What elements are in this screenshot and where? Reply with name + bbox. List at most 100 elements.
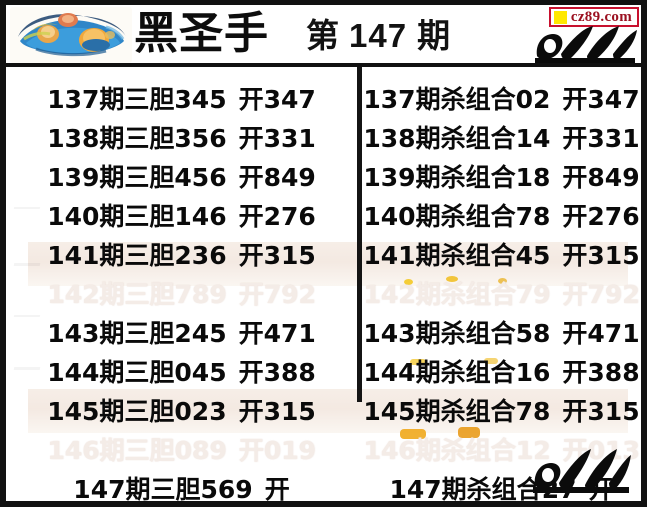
row-type-label: 杀组合: [466, 475, 542, 501]
row-issue: 144期: [47, 358, 125, 387]
prediction-row: 137期三胆345 开347: [6, 81, 357, 119]
row-open-numbers: 276: [263, 202, 316, 231]
row-open-numbers: 471: [587, 319, 640, 348]
row-pick-numbers: 12: [515, 436, 551, 465]
row-pick-numbers: 45: [515, 241, 551, 270]
row-issue: 137期: [47, 85, 125, 114]
prediction-row: 141期三胆236 开315: [6, 237, 357, 275]
prediction-row: 137期杀组合02 开347: [362, 81, 641, 119]
row-pick-numbers: 789: [174, 280, 227, 309]
watermark-badge: cz89.com: [548, 7, 639, 27]
row-issue: 139期: [47, 163, 125, 192]
frame-border-top: [0, 0, 647, 5]
row-open-label: 开: [562, 436, 588, 465]
prediction-row: 143期三胆245 开471: [6, 315, 357, 353]
row-open-numbers: 849: [587, 163, 640, 192]
row-type-label: 杀组合: [440, 397, 516, 426]
row-type-label: 杀组合: [440, 319, 516, 348]
row-pick-numbers: 569: [200, 475, 253, 501]
row-issue: 141期: [47, 241, 125, 270]
poster-header: 黑圣手 第 147 期 cz89.com: [6, 5, 641, 63]
row-pick-numbers: 16: [515, 358, 551, 387]
issue-number: 147: [349, 17, 408, 54]
prediction-row: 146期三胆089 开019: [6, 432, 357, 470]
row-open-label: 开: [238, 397, 264, 426]
row-pick-numbers: 089: [174, 436, 227, 465]
row-open-numbers: 315: [263, 241, 316, 270]
row-pick-numbers: 356: [174, 124, 227, 153]
row-issue: 137期: [363, 85, 441, 114]
row-issue: 138期: [47, 124, 125, 153]
row-type-label: 三胆: [124, 241, 175, 270]
row-open-label: 开: [238, 280, 264, 309]
row-issue: 140期: [47, 202, 125, 231]
row-pick-numbers: 27: [541, 475, 577, 501]
row-issue: 145期: [47, 397, 125, 426]
row-open-numbers: 471: [263, 319, 316, 348]
row-type-label: 三胆: [124, 124, 175, 153]
row-type-label: 杀组合: [440, 280, 516, 309]
row-issue: 144期: [363, 358, 441, 387]
row-type-label: 三胆: [124, 163, 175, 192]
row-open-label: 开: [562, 163, 588, 192]
row-type-label: 三胆: [124, 397, 175, 426]
row-open-label: 开: [562, 241, 588, 270]
row-open-label: 开: [238, 124, 264, 153]
row-type-label: 杀组合: [440, 241, 516, 270]
row-type-label: 杀组合: [440, 436, 516, 465]
frame-border-left: [0, 0, 6, 507]
row-open-label: 开: [238, 436, 264, 465]
row-open-numbers: 315: [263, 397, 316, 426]
prediction-row: 138期三胆356 开331: [6, 120, 357, 158]
row-pick-numbers: 045: [174, 358, 227, 387]
prediction-row: 147期三胆569 开: [6, 471, 357, 501]
frame-border-right: [641, 0, 647, 507]
row-open-numbers: 347: [263, 85, 316, 114]
row-pick-numbers: 236: [174, 241, 227, 270]
row-open-label: 开: [562, 358, 588, 387]
row-type-label: 三胆: [150, 475, 201, 501]
row-pick-numbers: 78: [515, 397, 551, 426]
frame-border-bottom: [0, 501, 647, 507]
row-open-numbers: 315: [587, 241, 640, 270]
row-open-numbers: 013: [587, 436, 640, 465]
prediction-row: 145期杀组合78 开315: [362, 393, 641, 431]
row-open-label: 开: [588, 475, 614, 501]
watermark-text: cz89.com: [570, 8, 632, 25]
prediction-row: 139期杀组合18 开849: [362, 159, 641, 197]
row-issue: 140期: [363, 202, 441, 231]
row-issue: 145期: [363, 397, 441, 426]
row-open-label: 开: [562, 124, 588, 153]
row-open-numbers: 315: [587, 397, 640, 426]
row-open-label: 开: [238, 241, 264, 270]
row-pick-numbers: 02: [515, 85, 551, 114]
prediction-row: 141期杀组合45 开315: [362, 237, 641, 275]
row-pick-numbers: 146: [174, 202, 227, 231]
row-open-label: 开: [562, 202, 588, 231]
row-issue: 141期: [363, 241, 441, 270]
issue-suffix: 期: [417, 16, 451, 55]
row-type-label: 三胆: [124, 280, 175, 309]
row-issue: 142期: [363, 280, 441, 309]
prediction-row: 140期三胆146 开276: [6, 198, 357, 236]
column-kill-combo: 137期杀组合02 开347 138期杀组合14 开331 139期杀组合18 开849 1…: [362, 67, 641, 501]
row-issue: 146期: [47, 436, 125, 465]
row-issue: 138期: [363, 124, 441, 153]
row-type-label: 杀组合: [440, 202, 516, 231]
row-open-label: 开: [562, 85, 588, 114]
row-open-label: 开: [264, 475, 290, 501]
prediction-row: 146期杀组合12 开013: [362, 432, 641, 470]
header-divider-rule: [6, 63, 641, 67]
column-divider: [357, 67, 362, 402]
row-pick-numbers: 456: [174, 163, 227, 192]
row-open-label: 开: [562, 280, 588, 309]
row-open-label: 开: [238, 202, 264, 231]
row-open-numbers: 792: [263, 280, 316, 309]
row-issue: 146期: [363, 436, 441, 465]
row-open-numbers: 347: [587, 85, 640, 114]
row-issue: 147期: [389, 475, 467, 501]
row-pick-numbers: 58: [515, 319, 551, 348]
row-type-label: 三胆: [124, 319, 175, 348]
row-type-label: 杀组合: [440, 358, 516, 387]
